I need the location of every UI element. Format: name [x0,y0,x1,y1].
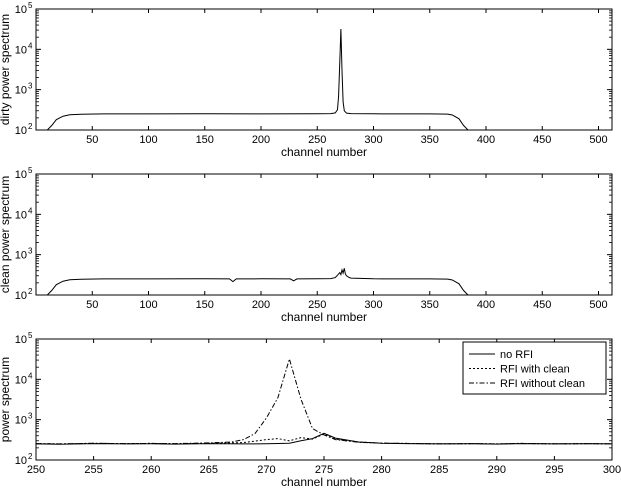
series-line-rfi-with-clean [36,433,612,445]
x-axis-label: channel number [281,145,367,159]
x-tick-label: 275 [315,464,333,476]
x-tick-label: 280 [372,464,390,476]
x-tick-label: 250 [308,299,326,311]
x-tick-label: 100 [139,299,157,311]
y-axis-label: dirty power spectrum [0,14,12,125]
x-tick-label: 270 [257,464,275,476]
x-tick-label: 350 [421,134,439,146]
x-tick-label: 500 [589,299,607,311]
y-axis-label: clean power spectrum [0,176,12,293]
y-tick-exponent: 3 [28,82,33,91]
y-tick-label: 10 [15,44,27,56]
x-tick-label: 400 [477,134,495,146]
y-tick-label: 10 [15,455,27,467]
x-axis-label: channel number [281,310,367,324]
y-tick-label: 10 [15,290,27,302]
x-tick-label: 255 [84,464,102,476]
y-tick-label: 10 [15,250,27,262]
x-tick-label: 200 [252,134,270,146]
x-tick-label: 400 [477,299,495,311]
y-tick-exponent: 4 [28,371,33,380]
y-tick-label: 10 [15,374,27,386]
y-tick-exponent: 2 [28,122,33,131]
y-tick-exponent: 2 [28,287,33,296]
x-tick-label: 150 [196,134,214,146]
x-tick-label: 300 [364,134,382,146]
y-tick-exponent: 4 [28,41,33,50]
x-tick-label: 200 [252,299,270,311]
y-tick-label: 10 [15,415,27,427]
x-tick-label: 50 [86,134,98,146]
legend-entry: RFI with clean [500,364,570,376]
x-tick-label: 250 [308,134,326,146]
y-tick-exponent: 3 [28,247,33,256]
y-tick-exponent: 3 [28,412,33,421]
x-tick-label: 300 [364,299,382,311]
series-line-1 [46,268,469,295]
y-tick-label: 10 [15,4,27,16]
x-tick-label: 250 [27,464,45,476]
legend-entry: no RFI [500,349,533,361]
y-tick-exponent: 5 [28,331,33,340]
x-tick-label: 300 [603,464,621,476]
legend-entry: RFI without clean [500,378,585,390]
plot-frame [35,173,613,296]
x-tick-label: 295 [545,464,563,476]
y-tick-label: 10 [15,334,27,346]
y-tick-exponent: 2 [28,452,33,461]
x-tick-label: 285 [430,464,448,476]
y-tick-exponent: 5 [28,1,33,10]
series-line-1 [46,28,469,130]
x-tick-label: 50 [86,299,98,311]
y-tick-exponent: 5 [28,166,33,175]
plot-frame [35,8,613,131]
x-tick-label: 260 [142,464,160,476]
y-tick-exponent: 4 [28,206,33,215]
x-tick-label: 350 [421,299,439,311]
x-tick-label: 100 [139,134,157,146]
x-tick-label: 265 [200,464,218,476]
legend: no RFI RFI with clean RFI without clean [462,341,607,395]
series-line-rfi-without-clean [36,357,612,445]
x-tick-label: 450 [533,134,551,146]
x-tick-label: 290 [488,464,506,476]
x-tick-label: 450 [533,299,551,311]
y-tick-label: 10 [15,125,27,137]
x-axis-label: channel number [281,475,367,489]
x-tick-label: 150 [196,299,214,311]
x-tick-label: 500 [589,134,607,146]
y-axis-label: power spectrum [0,357,12,442]
y-tick-label: 10 [15,169,27,181]
y-tick-label: 10 [15,209,27,221]
y-tick-label: 10 [15,85,27,97]
